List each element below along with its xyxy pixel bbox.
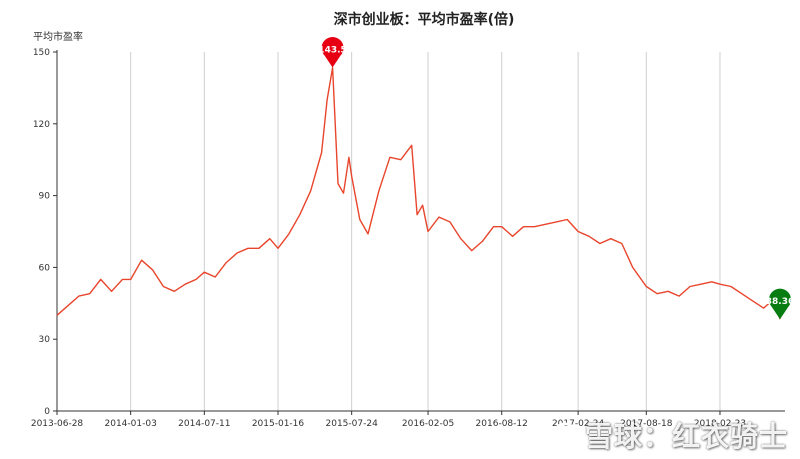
x-tick-label: 2014-07-11 <box>178 419 230 429</box>
marker-label: 143.5 <box>318 46 346 56</box>
x-tick-label: 2016-02-05 <box>402 419 454 429</box>
series-layer <box>56 66 781 320</box>
marker-pin: 143.5 <box>318 37 347 68</box>
y-tick-label: 60 <box>39 263 51 273</box>
marker-pin: 38.36 <box>766 288 794 320</box>
watermark-text: 雪球：红衣骑士 <box>584 420 788 453</box>
x-tick-label: 2016-08-12 <box>476 419 528 429</box>
x-tick-label: 2017-08-18 <box>620 419 673 429</box>
chart-title: 深市创业板：平均市盈率(倍) <box>334 11 515 28</box>
x-tick-label: 2015-01-16 <box>252 419 305 429</box>
y-tick-label: 120 <box>33 120 50 130</box>
x-tick-label: 2018-02-23 <box>694 419 746 429</box>
x-tick-label: 2013-06-28 <box>31 419 84 429</box>
markers: 143.5 38.36 <box>318 37 794 320</box>
series-line <box>56 66 781 320</box>
y-tick-label: 30 <box>39 335 51 345</box>
marker-label: 38.36 <box>766 297 794 307</box>
x-tick-label: 2014-01-03 <box>105 419 157 429</box>
x-tick-label: 2017-02-24 <box>552 419 605 429</box>
tick-labels: 2013-06-28 2014-01-03 2014-07-11 2015-01-16… <box>31 48 746 429</box>
marker-pin-shape <box>769 288 792 320</box>
y-tick-label: 150 <box>33 48 50 58</box>
y-tick-label: 0 <box>44 407 50 417</box>
watermark: 雪球：红衣骑士 <box>551 415 788 455</box>
y-tick-label: 90 <box>39 192 51 202</box>
x-tick-label: 2015-07-24 <box>326 419 379 429</box>
grid <box>130 52 721 411</box>
marker-pin-shape <box>321 37 344 68</box>
axes <box>53 50 785 415</box>
snowball-logo-icon <box>552 422 578 448</box>
y-axis-label: 平均市盈率 <box>33 30 83 43</box>
